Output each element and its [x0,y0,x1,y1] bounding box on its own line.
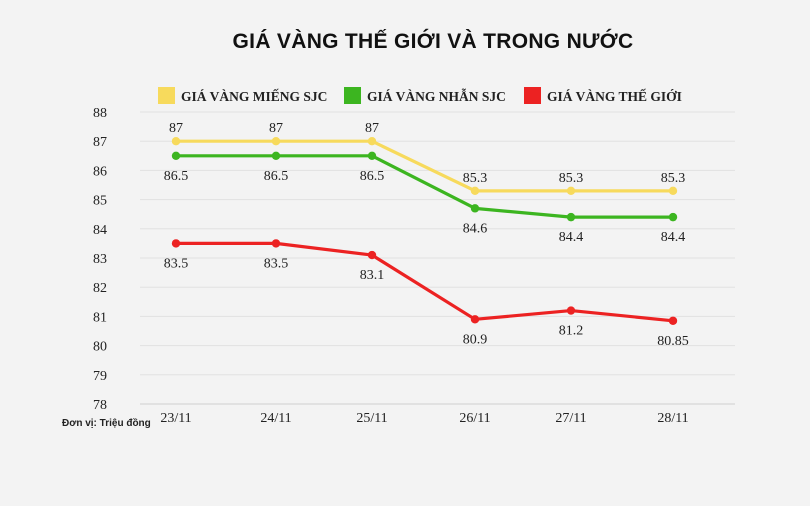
data-point [171,151,181,160]
data-point [171,239,181,248]
data-point [470,186,480,196]
legend-swatch [158,87,175,104]
data-label: 83.5 [264,256,289,271]
y-tick-label: 78 [93,398,107,413]
data-point [271,151,281,160]
data-point [271,239,281,248]
data-label: 87 [365,121,379,136]
data-label: 87 [269,121,283,136]
unit-note: Đơn vị: Triệu đồng [62,418,151,429]
data-label: 83.1 [360,268,385,283]
x-axis-ticks: 23/11 24/11 25/11 26/11 27/11 28/11 [160,411,688,426]
y-tick-label: 88 [93,106,107,121]
data-label: 80.85 [657,334,689,349]
data-label: 80.9 [463,332,488,347]
data-point [668,316,678,325]
legend: GIÁ VÀNG MIẾNG SJC GIÁ VÀNG NHẪN SJC GIÁ V… [158,87,682,104]
y-tick-label: 86 [93,164,107,179]
x-tick-label: 28/11 [657,411,688,426]
data-label: 83.5 [164,256,189,271]
data-point [566,306,576,315]
series-line [174,241,675,323]
data-label: 87 [169,121,183,136]
data-label: 84.4 [661,230,686,245]
data-point [668,186,678,196]
y-tick-label: 85 [93,194,107,209]
series-line [174,154,675,219]
data-label: 84.6 [463,221,488,236]
data-label: 85.3 [559,171,584,186]
legend-label: GIÁ VÀNG NHẪN SJC [367,89,506,104]
data-label: 81.2 [559,324,584,339]
legend-label: GIÁ VÀNG THẾ GIỚI [547,89,682,104]
data-label: 86.5 [264,169,289,184]
x-tick-label: 23/11 [160,411,191,426]
data-point [171,137,181,146]
chart-title: GIÁ VÀNG THẾ GIỚI VÀ TRONG NƯỚC [232,30,634,53]
data-label: 86.5 [164,169,189,184]
data-label: 85.3 [463,171,488,186]
data-labels: 87 87 87 85.3 85.3 85.3 86.5 86.5 86.5 84.6 84.4 84… [164,121,689,349]
y-tick-label: 81 [93,310,107,325]
data-point [470,204,480,213]
data-point [271,137,281,146]
data-point [470,315,480,324]
series-lines [171,137,678,325]
y-tick-label: 79 [93,369,107,384]
y-axis-ticks: 78 79 80 81 82 83 84 85 86 87 88 [93,106,107,413]
x-tick-label: 26/11 [459,411,490,426]
data-point [367,250,377,260]
y-tick-label: 82 [93,281,107,296]
y-tick-label: 83 [93,252,107,267]
data-point [367,137,377,146]
x-tick-label: 25/11 [356,411,387,426]
data-point [566,212,576,222]
legend-swatch [344,87,361,104]
x-tick-label: 24/11 [260,411,291,426]
data-label: 85.3 [661,171,686,186]
series-line [174,139,675,193]
legend-swatch [524,87,541,104]
data-point [367,151,377,160]
legend-label: GIÁ VÀNG MIẾNG SJC [181,89,327,104]
y-tick-label: 80 [93,340,107,355]
x-tick-label: 27/11 [555,411,586,426]
y-tick-label: 87 [93,135,107,150]
data-point [566,186,576,196]
data-label: 86.5 [360,169,385,184]
data-label: 84.4 [559,230,584,245]
data-point [668,212,678,222]
y-tick-label: 84 [93,223,107,238]
